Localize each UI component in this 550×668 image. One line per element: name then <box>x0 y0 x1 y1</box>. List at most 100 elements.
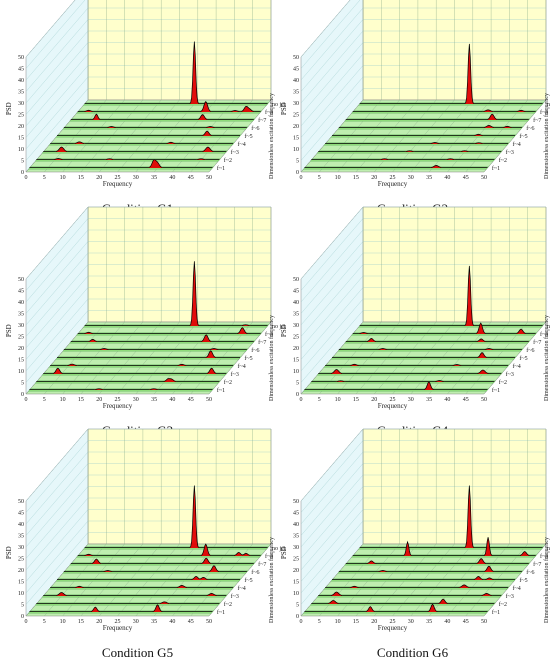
series-area <box>345 114 529 120</box>
y-tick-label: 10 <box>293 147 299 153</box>
x-tick-label: 0 <box>300 619 303 625</box>
x-tick-label: 30 <box>408 397 414 403</box>
x-tick-label: 0 <box>300 175 303 181</box>
z-axis-label: Dimensionless excitation frequency <box>268 537 275 623</box>
x-tick-label: 25 <box>115 397 121 403</box>
freq-gridline <box>428 429 492 617</box>
series-line <box>359 265 543 327</box>
series-label: f~5 <box>244 133 252 140</box>
series-label: no jet <box>547 324 550 330</box>
x-tick-label: 50 <box>481 397 487 403</box>
x-tick-label: 5 <box>43 175 46 181</box>
series-label: no jet <box>547 546 550 552</box>
y-axis-label: PSD <box>5 546 13 559</box>
y-axis-label: PSD <box>5 102 13 115</box>
x-tick-label: 15 <box>78 175 84 181</box>
series-line <box>77 100 261 113</box>
freq-gridline <box>190 429 253 617</box>
y-tick-label: 25 <box>293 113 299 119</box>
series-label: f~1 <box>492 609 500 616</box>
series-line <box>352 322 536 335</box>
series-label: no jet <box>272 324 286 330</box>
y-tick-label: 30 <box>18 101 24 107</box>
x-tick-label: 10 <box>335 397 341 403</box>
series-area <box>311 599 495 604</box>
freq-gridline <box>80 429 144 617</box>
x-tick-label: 45 <box>188 175 194 181</box>
series-line <box>63 126 247 129</box>
x-tick-label: 30 <box>408 175 414 181</box>
series-line <box>332 133 515 137</box>
series-area <box>318 591 502 596</box>
series-label: f~2 <box>224 157 232 164</box>
y-tick-label: 20 <box>293 124 299 130</box>
series-label: f~2 <box>499 157 507 164</box>
x-axis-label: Frequency <box>103 180 133 188</box>
x-tick-label: 5 <box>318 175 321 181</box>
freq-gridline <box>117 207 180 395</box>
series-line <box>311 598 495 605</box>
freq-gridline <box>99 207 162 395</box>
series-label: f~3 <box>231 371 239 378</box>
series-label: f~8 <box>265 109 273 116</box>
series-line <box>29 388 213 391</box>
y-tick-label: 15 <box>293 136 299 142</box>
y-tick-label: 15 <box>18 136 24 142</box>
freq-gridline <box>117 0 180 173</box>
series-label: f~1 <box>217 609 225 616</box>
psd-gridline <box>300 0 361 69</box>
y-tick-label: 0 <box>21 392 24 398</box>
freq-gridline <box>337 429 400 617</box>
x-tick-label: 50 <box>481 619 487 625</box>
freq-gridline <box>208 207 272 395</box>
series-line <box>352 537 536 557</box>
y-tick-label: 50 <box>18 499 24 505</box>
series-line <box>84 41 268 105</box>
x-tick-label: 0 <box>25 619 28 625</box>
series-line <box>338 348 522 351</box>
series-label: f~3 <box>506 149 514 156</box>
x-tick-label: 25 <box>390 397 396 403</box>
freq-gridline <box>300 0 364 173</box>
y-tick-label: 45 <box>293 67 299 73</box>
series-line <box>332 352 515 359</box>
y-tick-label: 30 <box>18 323 24 329</box>
y-tick-label: 5 <box>296 159 299 165</box>
freq-gridline <box>62 0 125 173</box>
y-tick-label: 5 <box>296 603 299 609</box>
x-axis-label: Frequency <box>378 402 408 410</box>
x-axis-label: Frequency <box>103 402 133 410</box>
x-tick-label: 35 <box>426 397 432 403</box>
series-line <box>57 350 240 359</box>
x-tick-label: 30 <box>133 175 139 181</box>
x-tick-label: 45 <box>463 619 469 625</box>
series-line <box>57 576 240 581</box>
series-line <box>359 43 543 105</box>
freq-gridline <box>483 429 547 617</box>
freq-gridline <box>25 0 89 173</box>
y-tick-label: 50 <box>18 277 24 283</box>
y-tick-label: 15 <box>293 580 299 586</box>
series-line <box>50 584 234 589</box>
freq-gridline <box>62 429 125 617</box>
freq-gridline <box>62 207 125 395</box>
z-axis-label: Dimensionless excitation frequency <box>543 315 550 401</box>
series-label: f~5 <box>519 355 527 362</box>
y-tick-label: 0 <box>296 170 299 176</box>
series-line <box>70 113 254 121</box>
x-tick-label: 45 <box>188 619 194 625</box>
x-tick-label: 25 <box>115 619 121 625</box>
freq-gridline <box>172 0 235 173</box>
series-label: f~3 <box>506 593 514 600</box>
freq-gridline <box>447 0 510 173</box>
y-tick-label: 25 <box>18 557 24 563</box>
freq-gridline <box>355 0 419 173</box>
series-line <box>77 543 261 557</box>
x-tick-label: 20 <box>371 619 377 625</box>
y-tick-label: 15 <box>18 358 24 364</box>
